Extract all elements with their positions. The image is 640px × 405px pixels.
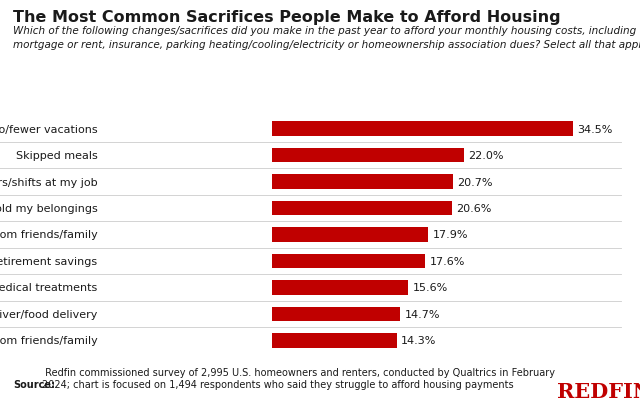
Text: 14.3%: 14.3%: [401, 336, 436, 345]
Bar: [272, 254, 426, 269]
Text: Worked side hustle such as Uber driver/food delivery: Worked side hustle such as Uber driver/f…: [0, 309, 98, 319]
Text: 15.6%: 15.6%: [412, 283, 447, 293]
Text: Worked additional hours/shifts at my job: Worked additional hours/shifts at my job: [0, 177, 98, 187]
Text: 20.6%: 20.6%: [456, 203, 492, 213]
Text: Borrowed money from friends/family: Borrowed money from friends/family: [0, 230, 98, 240]
Bar: [272, 307, 400, 322]
Bar: [272, 280, 408, 295]
Bar: [272, 175, 452, 190]
Text: 17.9%: 17.9%: [433, 230, 468, 240]
Text: 14.7%: 14.7%: [404, 309, 440, 319]
Text: Dipped into retirement savings: Dipped into retirement savings: [0, 256, 98, 266]
Text: 34.5%: 34.5%: [577, 124, 612, 134]
Text: 20.7%: 20.7%: [457, 177, 492, 187]
Bar: [272, 333, 397, 348]
Text: Delayed or skipped healthcare/medical treatments: Delayed or skipped healthcare/medical tr…: [0, 283, 98, 293]
Bar: [272, 148, 464, 163]
Text: Source:: Source:: [13, 379, 55, 389]
Text: 17.6%: 17.6%: [430, 256, 465, 266]
Text: Skipped meals: Skipped meals: [16, 151, 98, 161]
Bar: [272, 228, 428, 242]
Text: Took no/fewer vacations: Took no/fewer vacations: [0, 124, 98, 134]
Text: Redfin commissioned survey of 2,995 U.S. homeowners and renters, conducted by Qu: Redfin commissioned survey of 2,995 U.S.…: [42, 367, 555, 389]
Text: Sold my belongings: Sold my belongings: [0, 203, 98, 213]
Bar: [272, 201, 452, 216]
Text: The Most Common Sacrifices People Make to Afford Housing: The Most Common Sacrifices People Make t…: [13, 10, 561, 25]
Text: 22.0%: 22.0%: [468, 151, 504, 161]
Text: Which of the following changes/sacrifices did you make in the past year to affor: Which of the following changes/sacrifice…: [13, 26, 640, 50]
Text: Received financial gift from friends/family: Received financial gift from friends/fam…: [0, 336, 98, 345]
Bar: [272, 122, 573, 136]
Text: REDFIN: REDFIN: [557, 381, 640, 401]
